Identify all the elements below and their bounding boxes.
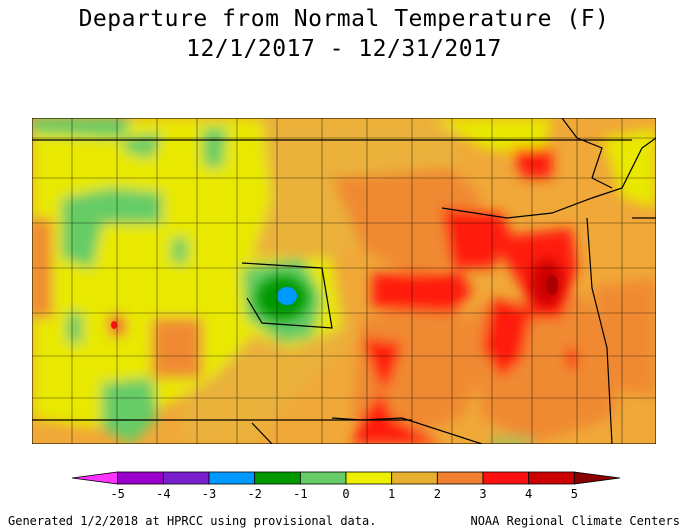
legend-swatch [345,471,393,485]
legend-swatch [299,471,347,485]
legend-tick-label: -1 [293,487,307,501]
county-lines [32,118,656,444]
legend-swatch [254,471,301,485]
legend-swatch [71,471,119,485]
color-scale-legend: -5 -4 -3 -2 -1 0 1 2 3 4 5 [71,471,621,501]
legend-swatch [208,471,256,485]
cold-core [277,287,297,305]
footer-generated-note: Generated 1/2/2018 at HPRCC using provis… [8,514,377,528]
legend-swatch [391,471,438,485]
legend-tick-label: -3 [202,487,216,501]
legend-tick-label: 4 [525,487,532,501]
legend-tick-label: 5 [571,487,578,501]
footer-source: NOAA Regional Climate Centers [470,514,680,528]
map-date-range: 12/1/2017 - 12/31/2017 [186,36,502,62]
legend-tick-label: -5 [110,487,124,501]
legend-bar [71,471,621,485]
map-title: Departure from Normal Temperature (F) [78,6,610,32]
legend-tick-label: -2 [247,487,261,501]
warm-core [546,275,558,295]
legend-tick-label: 0 [342,487,349,501]
legend-tick-label: 1 [388,487,395,501]
temperature-departure-map [32,118,656,444]
legend-tick-label: 2 [434,487,441,501]
legend-labels: -5 -4 -3 -2 -1 0 1 2 3 4 5 [110,487,578,501]
legend-swatch [117,471,164,485]
legend-swatch [528,471,575,485]
legend-swatch [482,471,530,485]
state-borders [32,118,656,444]
legend-swatch [436,471,484,485]
legend-tick-label: -4 [156,487,170,501]
legend-tick-label: 3 [479,487,486,501]
legend-swatch [573,471,621,485]
legend-swatch [162,471,210,485]
warm-spot [111,321,117,329]
